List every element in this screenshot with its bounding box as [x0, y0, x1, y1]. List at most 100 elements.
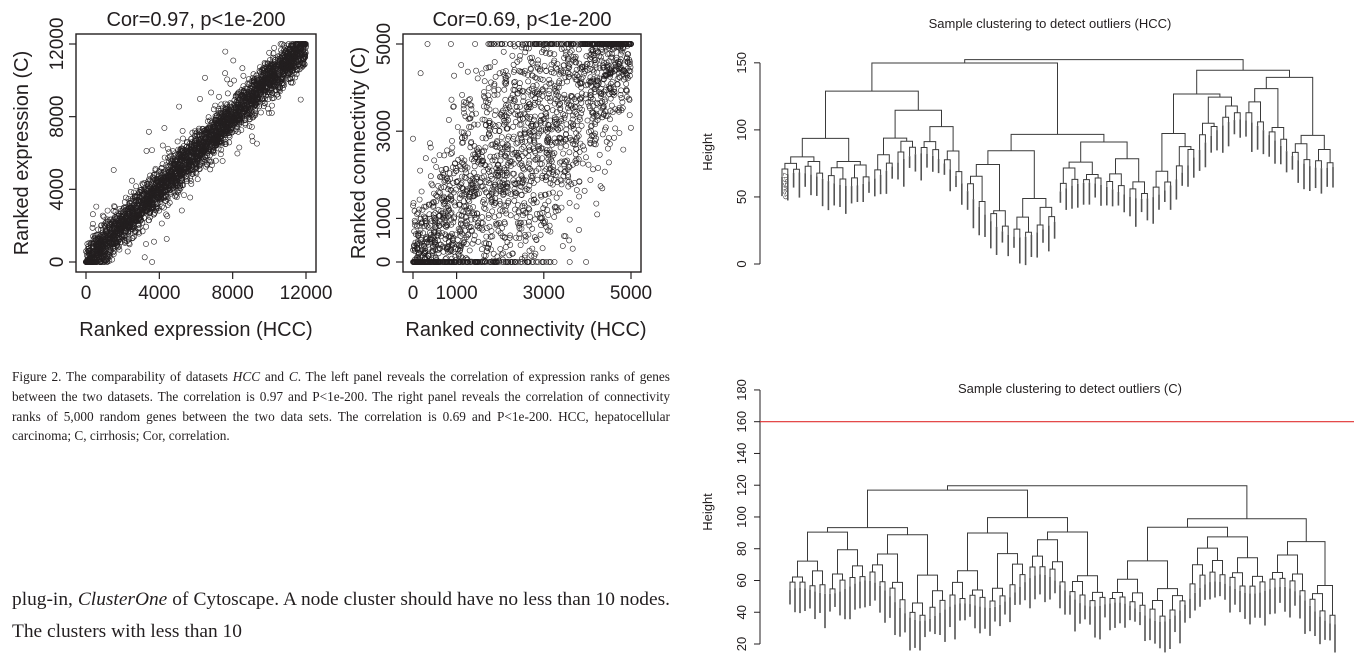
data-point — [587, 74, 594, 81]
data-point — [599, 81, 606, 88]
data-point — [250, 91, 256, 98]
data-point — [458, 129, 465, 135]
data-point — [569, 105, 576, 112]
data-point — [571, 179, 578, 186]
data-point — [290, 45, 296, 52]
data-point — [549, 107, 556, 114]
data-point — [554, 89, 561, 96]
data-point — [180, 143, 187, 149]
data-point — [551, 119, 558, 125]
data-point — [532, 99, 538, 106]
data-point — [260, 77, 267, 84]
data-point — [567, 41, 574, 47]
data-point — [552, 88, 559, 95]
data-point — [574, 134, 581, 141]
data-point — [126, 208, 133, 215]
data-point — [265, 105, 271, 112]
data-point — [111, 204, 118, 210]
data-point — [177, 158, 183, 165]
data-point — [194, 176, 201, 183]
data-point — [86, 239, 93, 246]
data-point — [546, 87, 553, 94]
data-point — [470, 259, 477, 265]
data-point — [159, 174, 166, 180]
data-point — [566, 237, 573, 244]
data-point — [522, 233, 529, 240]
data-point — [178, 171, 185, 178]
data-point — [578, 63, 585, 70]
data-point — [480, 173, 487, 180]
data-point — [417, 167, 423, 174]
data-point — [172, 183, 178, 190]
data-point — [139, 219, 146, 226]
data-point — [536, 67, 543, 74]
data-point — [608, 50, 615, 57]
data-point — [511, 189, 518, 195]
data-point — [451, 214, 458, 220]
data-point — [496, 219, 502, 226]
data-point — [481, 240, 488, 247]
data-point — [107, 247, 114, 254]
data-point — [588, 122, 595, 129]
data-point — [120, 206, 126, 213]
data-point — [302, 51, 308, 58]
data-point — [187, 194, 194, 201]
data-point — [539, 245, 546, 252]
data-point — [537, 76, 544, 82]
data-point — [123, 213, 129, 219]
data-point — [459, 173, 465, 180]
data-point — [627, 64, 634, 71]
data-point — [474, 173, 481, 180]
data-point — [561, 55, 567, 61]
data-point — [90, 220, 96, 227]
data-point — [481, 78, 488, 85]
data-point — [507, 212, 514, 219]
data-point — [239, 98, 245, 105]
data-point — [193, 163, 200, 170]
data-point — [166, 172, 173, 179]
data-point — [481, 161, 488, 168]
data-point — [464, 68, 471, 75]
points — [83, 41, 309, 265]
data-point — [496, 128, 503, 135]
data-point — [233, 126, 240, 133]
data-point — [547, 50, 554, 56]
data-point — [443, 255, 450, 261]
data-point — [436, 152, 443, 158]
data-point — [599, 185, 606, 192]
data-point — [566, 199, 573, 206]
data-point — [511, 180, 518, 186]
data-point — [115, 212, 122, 219]
data-point — [459, 159, 465, 166]
data-point — [226, 139, 233, 146]
data-point — [522, 41, 528, 47]
data-point — [601, 64, 607, 71]
data-point — [112, 232, 119, 239]
data-point — [491, 81, 498, 87]
data-point — [556, 78, 563, 85]
data-point — [556, 159, 563, 166]
data-point — [483, 240, 489, 247]
data-point — [612, 125, 619, 132]
data-point — [521, 254, 528, 261]
data-point — [150, 184, 157, 191]
data-point — [138, 188, 145, 195]
data-point — [479, 70, 485, 77]
data-point — [219, 140, 226, 147]
data-point — [275, 62, 282, 69]
data-point — [428, 180, 435, 187]
data-point — [627, 124, 634, 131]
data-point — [466, 124, 472, 130]
data-point — [561, 115, 568, 121]
data-point — [164, 202, 171, 208]
data-point — [484, 244, 491, 251]
data-point — [494, 162, 501, 168]
data-point — [126, 240, 132, 246]
data-point — [250, 71, 257, 78]
data-point — [563, 48, 569, 55]
data-point — [526, 157, 533, 164]
data-point — [507, 41, 513, 47]
data-point — [464, 221, 470, 228]
data-point — [123, 238, 130, 245]
data-point — [606, 141, 613, 147]
